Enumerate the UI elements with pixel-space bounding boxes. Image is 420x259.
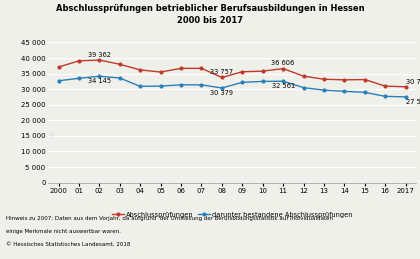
Text: ◇: ◇ <box>50 132 55 137</box>
Text: 32 561: 32 561 <box>271 83 295 89</box>
Text: einige Merkmale nicht auswertbar waren.: einige Merkmale nicht auswertbar waren. <box>6 229 121 234</box>
Text: 30 751: 30 751 <box>406 79 420 85</box>
Text: Hinweis zu 2007: Daten aus dem Vorjahr, da aufgrund  der Umstellung der Berufsbi: Hinweis zu 2007: Daten aus dem Vorjahr, … <box>6 216 333 221</box>
Text: 27 525: 27 525 <box>406 99 420 105</box>
Text: Abschlussprüfungen betrieblicher Berufsausbildungen in Hessen: Abschlussprüfungen betrieblicher Berufsa… <box>56 4 364 13</box>
Text: 34 145: 34 145 <box>88 78 111 84</box>
Text: 39 362: 39 362 <box>88 52 111 58</box>
Text: 2000 bis 2017: 2000 bis 2017 <box>177 16 243 25</box>
Text: 36 606: 36 606 <box>271 60 295 67</box>
Legend: Abschlussprüfungen, darunter bestandene Abschlussprüfungen: Abschlussprüfungen, darunter bestandene … <box>112 212 352 218</box>
Text: 33 757: 33 757 <box>210 69 234 75</box>
Text: © Hessisches Statistisches Landesamt, 2018: © Hessisches Statistisches Landesamt, 20… <box>6 242 131 247</box>
Text: 30 379: 30 379 <box>210 90 234 96</box>
